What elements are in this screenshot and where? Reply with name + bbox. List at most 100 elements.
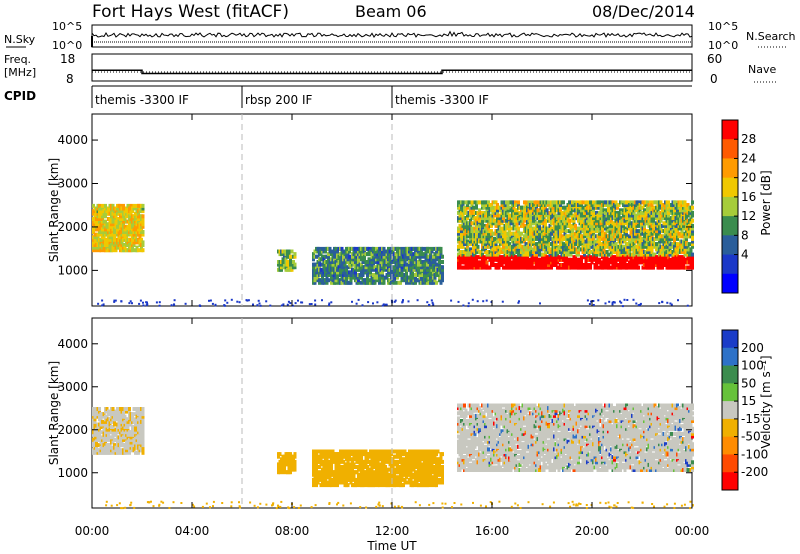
data-cell <box>432 270 435 275</box>
data-cell <box>141 248 145 253</box>
data-cell <box>628 255 631 260</box>
ground-scatter-cell <box>666 301 669 304</box>
data-cell <box>467 250 471 254</box>
data-cell <box>322 257 326 262</box>
data-cell <box>400 278 404 283</box>
data-cell <box>671 250 675 254</box>
data-cell <box>98 407 101 411</box>
data-cell <box>619 231 622 236</box>
data-cell <box>589 223 592 228</box>
data-cell <box>354 273 357 277</box>
data-cell <box>614 200 618 205</box>
data-cell <box>113 419 116 424</box>
data-cell <box>293 262 297 267</box>
data-cell <box>491 257 495 262</box>
data-cell <box>689 208 693 213</box>
data-cell <box>342 278 345 283</box>
data-cell <box>533 218 537 223</box>
data-cell <box>140 227 143 232</box>
freq-tick-bottom: 8 <box>66 72 74 86</box>
data-cell <box>500 221 504 226</box>
data-cell <box>286 262 289 267</box>
data-cell <box>137 432 140 437</box>
data-cell <box>499 247 502 252</box>
data-cell <box>665 257 669 262</box>
data-cell <box>375 246 378 251</box>
data-cell <box>554 244 558 249</box>
data-cell <box>590 242 594 247</box>
data-cell <box>566 216 570 221</box>
data-cell <box>120 432 124 437</box>
ground-scatter-cell <box>471 298 474 301</box>
data-cell <box>607 218 610 223</box>
data-cell <box>433 260 437 264</box>
data-cell <box>598 234 601 239</box>
data-cell <box>343 270 347 275</box>
data-cell <box>141 240 145 245</box>
data-cell <box>111 245 115 250</box>
data-cell <box>277 262 280 267</box>
data-cell <box>649 229 652 234</box>
data-cell <box>691 226 694 231</box>
data-cell <box>565 255 568 260</box>
data-cell <box>131 245 134 250</box>
data-cell <box>101 206 104 211</box>
data-cell <box>638 203 642 207</box>
data-cell <box>334 280 338 285</box>
data-cell <box>520 231 523 236</box>
data-cell <box>113 235 116 240</box>
data-cell <box>571 263 574 267</box>
data-cell <box>391 249 395 254</box>
data-cell <box>683 244 687 249</box>
data-cell <box>406 262 410 267</box>
data-cell <box>524 242 528 247</box>
data-cell <box>652 265 655 270</box>
data-cell <box>110 450 113 455</box>
data-cell <box>686 250 690 254</box>
data-cell <box>382 252 386 257</box>
data-cell <box>119 217 122 221</box>
data-cell <box>494 200 498 205</box>
data-cell <box>117 409 121 414</box>
data-cell <box>345 273 348 277</box>
ground-scatter-cell <box>658 302 661 305</box>
ground-scatter-cell <box>208 299 210 302</box>
data-cell <box>497 244 501 249</box>
data-cell <box>494 250 498 254</box>
data-cell <box>535 221 538 226</box>
data-cell <box>613 239 616 244</box>
data-cell <box>644 203 648 207</box>
data-cell <box>530 263 534 267</box>
data-cell <box>108 240 112 245</box>
data-cell <box>141 422 145 427</box>
data-cell <box>482 223 486 228</box>
ground-scatter-cell <box>677 299 679 302</box>
data-cell <box>541 229 544 234</box>
data-cell <box>610 218 613 223</box>
data-cell <box>556 203 559 207</box>
data-cell <box>427 246 431 251</box>
data-cell <box>490 244 493 249</box>
data-cell <box>96 235 100 240</box>
data-cell <box>499 216 502 221</box>
data-cell <box>141 425 145 429</box>
ground-scatter-cell <box>238 301 241 304</box>
data-cell <box>406 257 410 262</box>
data-cell <box>601 234 604 239</box>
ground-scatter-cell <box>294 302 297 305</box>
data-cell <box>379 267 383 272</box>
data-cell <box>278 470 282 475</box>
data-cell <box>589 265 592 270</box>
data-cell <box>641 205 645 210</box>
data-cell <box>617 229 621 234</box>
data-cell <box>102 211 106 216</box>
data-cell <box>457 226 460 231</box>
data-cell <box>517 247 520 252</box>
data-cell <box>137 409 140 414</box>
ground-scatter-cell <box>482 300 485 303</box>
data-cell <box>280 267 283 272</box>
data-cell <box>532 239 535 244</box>
data-cell <box>289 257 292 262</box>
data-cell <box>494 242 498 247</box>
data-cell <box>290 267 294 272</box>
